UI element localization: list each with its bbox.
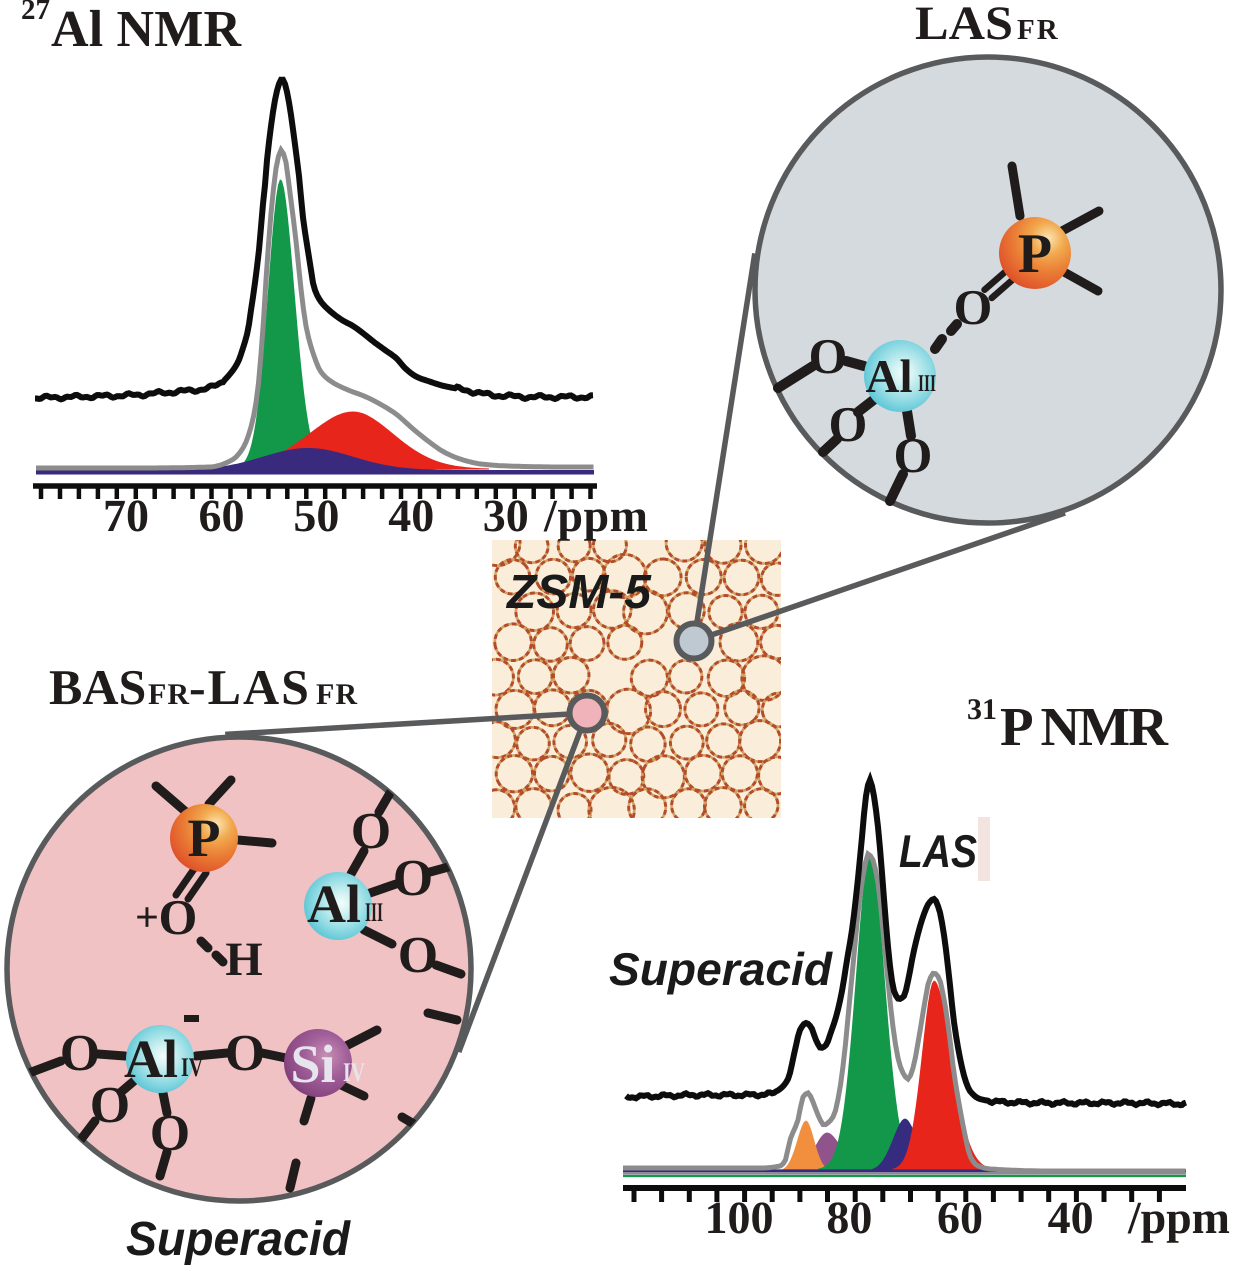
svg-text:80: 80 xyxy=(826,1192,872,1243)
svg-text:IV: IV xyxy=(343,1057,365,1087)
svg-text:50: 50 xyxy=(293,490,339,541)
svg-text:LAS: LAS xyxy=(915,0,1013,50)
svg-text:O: O xyxy=(90,1077,130,1134)
svg-text:III: III xyxy=(918,371,936,397)
svg-text:O: O xyxy=(829,396,868,452)
svg-text:70: 70 xyxy=(103,490,149,541)
svg-text:60: 60 xyxy=(199,490,245,541)
svg-text:H: H xyxy=(225,933,262,986)
svg-text:O: O xyxy=(954,279,993,335)
svg-text:O: O xyxy=(225,1025,265,1082)
svg-text:27: 27 xyxy=(21,0,50,26)
svg-text:30: 30 xyxy=(483,490,529,541)
svg-text:III: III xyxy=(365,897,383,927)
svg-text:-LAS: -LAS xyxy=(189,659,311,715)
svg-text:FR: FR xyxy=(316,678,358,711)
svg-text:+: + xyxy=(135,895,159,941)
svg-text:Si: Si xyxy=(290,1034,335,1094)
svg-text:100: 100 xyxy=(705,1192,774,1243)
svg-text:P NMR: P NMR xyxy=(1000,696,1169,757)
svg-text:Superacid: Superacid xyxy=(126,1213,352,1266)
svg-text:IV: IV xyxy=(181,1052,203,1082)
svg-text:/ppm: /ppm xyxy=(1127,1192,1230,1243)
svg-text:BAS: BAS xyxy=(49,659,146,715)
svg-text:O: O xyxy=(809,328,848,384)
svg-text:31: 31 xyxy=(967,693,997,726)
svg-text:O: O xyxy=(150,1105,190,1162)
svg-text:Al: Al xyxy=(866,351,913,403)
svg-text:Superacid: Superacid xyxy=(609,943,833,995)
svg-text:ZSM-5: ZSM-5 xyxy=(505,566,652,619)
svg-text:O: O xyxy=(393,850,433,907)
svg-text:Al: Al xyxy=(307,874,361,934)
svg-text:60: 60 xyxy=(937,1192,983,1243)
svg-text:O: O xyxy=(159,889,198,945)
svg-text:Al NMR: Al NMR xyxy=(51,1,242,58)
svg-text:/ppm: /ppm xyxy=(543,490,648,541)
svg-text:P: P xyxy=(1018,223,1052,285)
svg-text:O: O xyxy=(351,803,391,860)
svg-text:FR: FR xyxy=(148,678,190,711)
svg-text:P: P xyxy=(188,808,221,868)
svg-text:40: 40 xyxy=(1048,1192,1094,1243)
svg-text:O: O xyxy=(398,927,438,984)
svg-text:LAS: LAS xyxy=(899,825,977,877)
svg-text:Al: Al xyxy=(124,1029,178,1089)
svg-text:40: 40 xyxy=(388,490,434,541)
svg-text:O: O xyxy=(60,1025,100,1082)
svg-text:FR: FR xyxy=(1017,14,1060,46)
svg-text:O: O xyxy=(894,427,933,483)
